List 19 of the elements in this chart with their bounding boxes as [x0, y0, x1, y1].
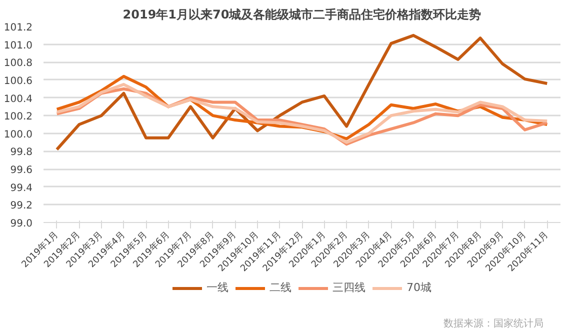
y-tick-label: 99.2	[10, 200, 32, 212]
y-tick-label: 99.0	[10, 218, 32, 230]
y-tick-label: 100.0	[4, 129, 33, 140]
line-series	[55, 34, 549, 151]
y-tick-label: 99.4	[10, 182, 32, 194]
legend-label: 70城	[406, 280, 432, 295]
source-note: 数据来源：国家统计局	[444, 318, 544, 330]
y-tick-label: 100.4	[4, 94, 33, 105]
y-tick-label: 100.2	[4, 112, 33, 123]
y-tick-label: 99.8	[10, 147, 32, 158]
legend-label: 三四线	[332, 280, 366, 295]
y-tick-label: 100.8	[4, 58, 33, 70]
y-tick-label: 101.0	[4, 40, 33, 52]
chart-title: 2019年1月以来70城及各能级城市二手商品住宅价格指数环比走势	[122, 8, 482, 22]
legend-label: 一线	[206, 280, 228, 295]
y-tick-label: 99.6	[10, 165, 32, 176]
y-tick-label: 100.6	[4, 76, 33, 87]
y-tick-label: 101.2	[4, 22, 33, 34]
legend-label: 二线	[270, 280, 292, 295]
